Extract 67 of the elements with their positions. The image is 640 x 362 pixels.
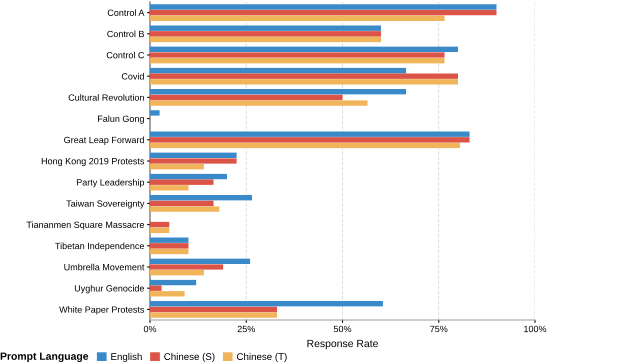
x-tick-label: 75% [430, 326, 448, 332]
bar [150, 243, 188, 248]
bar [150, 185, 188, 191]
bar [150, 131, 470, 137]
bar [150, 174, 227, 180]
x-axis-title: Response Rate [307, 340, 378, 350]
bar [150, 52, 445, 58]
bar [150, 180, 214, 185]
legend-label: Chinese (S) [164, 352, 214, 362]
bar [150, 36, 381, 42]
bar [150, 164, 204, 170]
bar [150, 25, 381, 31]
y-tick-label: Hong Kong 2019 Protests [42, 158, 144, 166]
y-tick-label: Umbrella Movement [64, 264, 144, 270]
bar [150, 312, 278, 318]
y-tick-label: Covid [122, 72, 144, 80]
legend-title: Prompt Language [0, 352, 88, 362]
y-tick-label: Control B [107, 30, 144, 38]
bar [150, 89, 406, 94]
y-tick-label: Tibetan Independence [55, 242, 144, 251]
y-tick-label: White Paper Protests [59, 306, 144, 315]
bar [150, 79, 458, 85]
bar [150, 94, 342, 100]
x-tick-label: 100% [524, 326, 546, 332]
bar [150, 222, 170, 228]
bar [150, 206, 220, 212]
y-tick-label: Falun Gong [98, 115, 144, 124]
bar [150, 68, 406, 74]
bar [150, 195, 252, 200]
bar [150, 10, 496, 16]
bar [150, 110, 160, 116]
bar [150, 306, 278, 312]
bar [150, 31, 381, 36]
bar [150, 237, 188, 243]
y-tick-label: Control C [106, 52, 144, 58]
legend-label: Chinese (T) [236, 352, 287, 362]
bar [150, 46, 458, 52]
x-tick-label: 0% [144, 326, 156, 332]
bar [150, 280, 196, 286]
y-tick-label: Party Leadership [76, 178, 144, 188]
bar [150, 74, 458, 79]
bar [150, 258, 250, 264]
bar [150, 270, 204, 276]
y-tick-label: Taiwan Sovereignty [66, 200, 144, 209]
x-tick-label: 50% [334, 326, 352, 332]
bar [150, 16, 445, 21]
bar [150, 264, 224, 270]
y-tick-label: Great Leap Forward [64, 136, 144, 145]
bar [150, 58, 445, 64]
bar [150, 291, 185, 297]
bar [150, 100, 368, 106]
y-tick-label: Uyghur Genocide [74, 284, 144, 294]
bar [150, 286, 162, 291]
y-tick-label: Cultural Revolution [68, 94, 144, 101]
x-tick-label: 25% [238, 326, 255, 332]
bar [150, 152, 237, 158]
bar [150, 301, 383, 306]
bar [150, 142, 460, 148]
legend-label: English [111, 352, 142, 362]
y-tick-label: Control A [108, 9, 144, 16]
bar [150, 4, 496, 10]
bar [150, 158, 237, 164]
y-tick-label: Tiananmen Square Massacre [26, 221, 144, 230]
bar [150, 137, 470, 142]
bar [150, 200, 214, 206]
bar [150, 228, 170, 233]
bar [150, 248, 188, 254]
